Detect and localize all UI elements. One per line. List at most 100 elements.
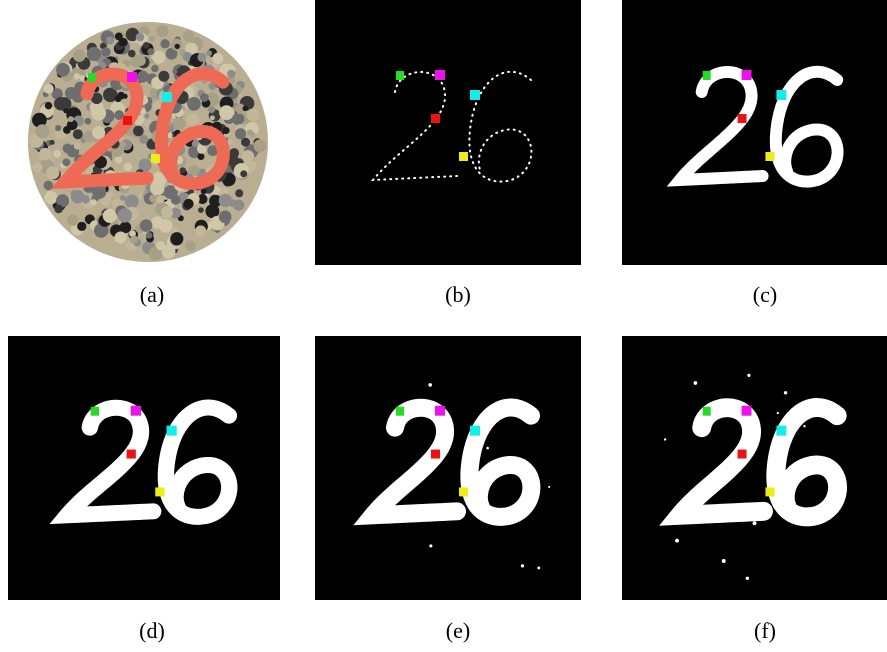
plate-dot: [227, 70, 235, 78]
plate-dot: [223, 179, 231, 187]
plate-dot: [143, 42, 150, 49]
plate-dot: [254, 139, 267, 152]
plate-dot: [161, 206, 173, 218]
noise-dot: [521, 564, 524, 567]
plate-dot: [45, 102, 52, 109]
plate-dot: [185, 241, 196, 252]
plate-dot: [228, 139, 233, 144]
binary-panel: [315, 0, 581, 265]
plate-dot: [130, 235, 138, 243]
binary-panel: [8, 336, 280, 600]
binary-panel: [622, 336, 887, 600]
plate-dot: [77, 222, 86, 231]
plate-dot: [171, 195, 181, 205]
plate-dot: [208, 106, 215, 113]
panel-background: [315, 336, 581, 600]
plate-dot: [235, 128, 246, 139]
plate-dot: [139, 135, 148, 144]
plate-dot: [46, 166, 59, 179]
noise-dot: [429, 544, 432, 547]
plate-dot: [242, 150, 255, 163]
plate-dot: [151, 65, 158, 72]
plate-dot: [50, 140, 55, 145]
plate-dot: [175, 44, 180, 49]
plate-dot: [103, 209, 117, 223]
plate-dot: [128, 50, 136, 58]
plate-dot: [146, 232, 153, 239]
plate-dot: [53, 150, 61, 158]
plate-dot: [195, 225, 206, 236]
plate-dot: [201, 189, 207, 195]
plate-dot: [219, 194, 232, 207]
plate-dot: [172, 69, 177, 74]
plate-dot: [186, 113, 199, 126]
plate-dot: [197, 53, 206, 62]
panel-background: [315, 0, 581, 265]
plate-dot: [91, 106, 106, 121]
plate-dot: [106, 36, 114, 44]
plate-dot: [44, 191, 57, 204]
plate-dot: [74, 143, 81, 150]
plate-dot: [125, 195, 139, 209]
plate-dot: [101, 47, 110, 56]
plate-dot: [68, 116, 74, 122]
plate-dot: [198, 207, 204, 213]
binary-panel: [315, 336, 581, 600]
plate-dot: [35, 124, 49, 138]
plate-dot: [114, 231, 126, 243]
plate-dot: [240, 170, 247, 177]
plate-dot: [85, 118, 92, 125]
plate-dot: [130, 56, 141, 67]
plate-dot: [65, 87, 77, 99]
plate-dot: [200, 93, 209, 102]
plate-dot: [219, 211, 232, 224]
plate-dot: [170, 232, 183, 245]
noise-dot: [728, 400, 730, 402]
plate-dot: [206, 50, 212, 56]
plate-dot: [55, 125, 61, 131]
plate-dot: [247, 108, 260, 121]
plate-dot: [79, 75, 84, 80]
plate-dot: [183, 31, 194, 42]
plate-dot: [162, 245, 176, 259]
panel-caption: (a): [140, 282, 164, 307]
plate-dot: [136, 33, 145, 42]
plate-dot: [90, 199, 96, 205]
plate-dot: [172, 117, 185, 130]
noise-dot: [428, 383, 432, 387]
noise-dot: [674, 510, 678, 514]
noise-dot: [548, 486, 550, 488]
panel-caption: (c): [753, 282, 777, 307]
plate-dot: [54, 205, 63, 214]
noise-dot: [753, 521, 757, 525]
plate-dot: [229, 148, 239, 158]
plate-dot: [123, 94, 128, 99]
panel-background: [622, 0, 887, 265]
plate-dot: [33, 163, 42, 172]
plate-dot: [62, 158, 70, 166]
plate-dot: [212, 53, 223, 64]
noise-dot: [694, 381, 698, 385]
plate-dot: [73, 73, 80, 80]
plate-dot: [156, 25, 168, 37]
noise-dot: [803, 425, 805, 427]
plate-dot: [235, 189, 243, 197]
ishihara-plate: [28, 22, 268, 262]
plate-dot: [81, 195, 89, 203]
plate-dot: [247, 129, 253, 135]
plate-dot: [56, 63, 70, 77]
plate-dot: [192, 141, 198, 147]
plate-dot: [158, 71, 169, 82]
plate-dot: [187, 97, 201, 111]
plate-dot: [115, 32, 123, 40]
plate-dot: [73, 129, 83, 139]
plate-dot: [124, 163, 132, 171]
plate-dot: [147, 48, 154, 55]
noise-dot: [784, 391, 787, 394]
noise-dot: [675, 539, 679, 543]
plate-dot: [115, 156, 122, 163]
plate-dot: [140, 219, 152, 231]
plate-dot: [39, 148, 52, 161]
plate-dot: [197, 153, 204, 160]
figure: (a) (b) (c) (d) (e) (f): [0, 0, 887, 652]
